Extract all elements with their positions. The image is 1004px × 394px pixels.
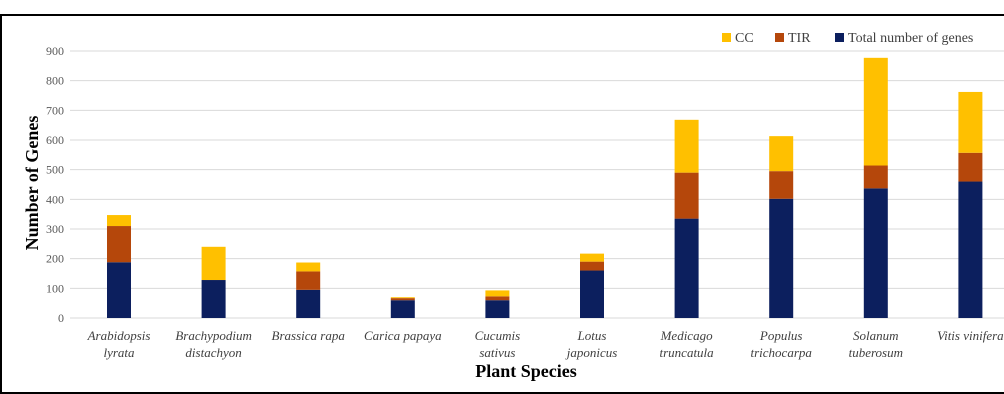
y-tick-label: 900 (46, 44, 64, 58)
bar-segment-total-number-of-genes (107, 262, 131, 318)
bar-segment-total-number-of-genes (390, 300, 415, 318)
bar-segment-tir (769, 171, 794, 199)
legend-swatch-tir (775, 33, 784, 42)
y-tick-label: 100 (46, 281, 64, 295)
bar-segment-total-number-of-genes (485, 300, 510, 318)
bar-segment-total-number-of-genes (958, 181, 983, 318)
bar-segment-cc (107, 215, 131, 227)
legend-label: Total number of genes (848, 31, 973, 46)
x-tick-labels: Arabidopsis lyrata Brachypodium distachyon B… (87, 328, 1004, 360)
bar-segment-tir (580, 261, 604, 271)
x-tick-label: Brassica rapa (272, 328, 346, 343)
legend-label: CC (735, 31, 754, 46)
bar-segment-total-number-of-genes (769, 198, 794, 318)
x-tick-label: Solanum (853, 328, 899, 343)
bar-segment-tir (863, 165, 888, 189)
y-tick-label: 500 (46, 163, 64, 177)
x-tick-label: Brachypodium (175, 328, 252, 343)
x-tick-label: trichocarpa (751, 345, 813, 360)
y-tick-label: 800 (46, 74, 64, 88)
bar-segment-cc (769, 136, 794, 172)
y-tick-label: 300 (46, 222, 64, 236)
y-tick-label: 200 (46, 252, 64, 266)
bar-segment-tir (107, 226, 131, 263)
legend-swatch-total-number-of-genes (835, 33, 844, 42)
bar-segment-cc (674, 119, 699, 173)
x-tick-label: Cucumis (475, 328, 521, 343)
bar-segment-total-number-of-genes (296, 289, 321, 318)
x-tick-label: Carica papaya (364, 328, 442, 343)
bar-segment-cc (201, 246, 226, 281)
y-tick-label: 700 (46, 103, 64, 117)
bar-segment-tir (674, 172, 699, 219)
x-tick-label: lyrata (103, 345, 135, 360)
chart-frame (0, 14, 1004, 394)
bar-segment-cc (863, 57, 888, 166)
y-tick-labels: 0 100 200 300 400 500 600 700 800 900 (46, 44, 64, 325)
x-tick-label: Arabidopsis (87, 328, 151, 343)
bar-segment-total-number-of-genes (863, 188, 888, 318)
x-tick-label: truncatula (660, 345, 715, 360)
legend: CC TIR Total number of genes (722, 31, 973, 46)
y-axis-title: Number of Genes (22, 116, 42, 251)
gridlines (70, 50, 1004, 319)
bar-segment-tir (296, 271, 321, 290)
bar-segment-tir (485, 296, 510, 301)
bar-segment-tir (958, 152, 983, 182)
x-tick-label: Lotus (577, 328, 607, 343)
bar-segment-tir (390, 298, 415, 301)
x-tick-label: distachyon (185, 345, 241, 360)
bar-segment-cc (485, 290, 510, 297)
y-tick-label: 0 (58, 311, 64, 325)
y-tick-label: 400 (46, 192, 64, 206)
legend-swatch-cc (722, 33, 731, 42)
bars (107, 57, 983, 318)
bar-segment-cc (580, 253, 604, 262)
bar-segment-cc (296, 262, 321, 272)
y-tick-label: 600 (46, 133, 64, 147)
x-axis-title: Plant Species (475, 361, 577, 381)
legend-label: TIR (788, 31, 811, 46)
bar-segment-total-number-of-genes (580, 270, 604, 318)
bar-segment-cc (958, 91, 983, 153)
x-tick-label: Populus (759, 328, 803, 343)
bar-segment-cc (390, 297, 415, 299)
x-tick-label: japonicus (565, 345, 618, 360)
x-tick-label: Vitis vinifera (937, 328, 1004, 343)
x-tick-label: sativus (479, 345, 515, 360)
x-tick-label: Medicago (660, 328, 713, 343)
bar-segment-total-number-of-genes (674, 218, 699, 318)
bar-segment-total-number-of-genes (201, 280, 226, 318)
x-tick-label: tuberosum (849, 345, 903, 360)
